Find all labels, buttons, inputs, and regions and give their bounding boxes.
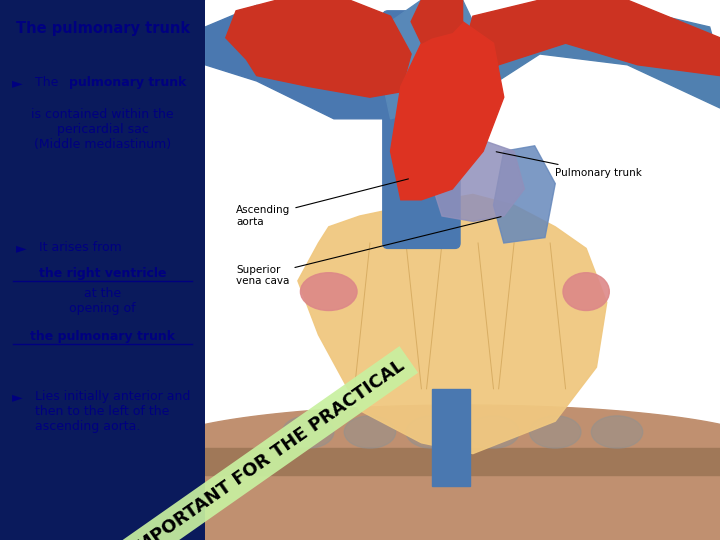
Text: pulmonary trunk: pulmonary trunk <box>69 76 186 89</box>
Ellipse shape <box>428 0 456 6</box>
Ellipse shape <box>428 48 456 55</box>
Ellipse shape <box>344 416 396 448</box>
Ellipse shape <box>591 416 643 448</box>
Polygon shape <box>205 5 401 119</box>
Polygon shape <box>298 194 607 454</box>
Polygon shape <box>154 405 720 540</box>
Polygon shape <box>457 5 720 108</box>
Ellipse shape <box>529 416 581 448</box>
Text: The: The <box>35 76 63 89</box>
Ellipse shape <box>428 87 456 93</box>
Text: Ascending
aorta: Ascending aorta <box>236 179 408 227</box>
Ellipse shape <box>428 38 456 45</box>
Polygon shape <box>226 0 411 97</box>
Ellipse shape <box>468 416 519 448</box>
Text: Superior
vena cava: Superior vena cava <box>236 217 501 286</box>
Ellipse shape <box>428 77 456 84</box>
FancyBboxPatch shape <box>383 11 460 248</box>
Polygon shape <box>380 0 473 119</box>
Text: is contained within the
pericardial sac
(Middle mediastinum): is contained within the pericardial sac … <box>31 107 174 151</box>
Text: Pulmonary trunk: Pulmonary trunk <box>496 152 642 178</box>
Polygon shape <box>411 0 462 43</box>
Ellipse shape <box>282 416 334 448</box>
Ellipse shape <box>300 273 357 310</box>
Text: The pulmonary trunk: The pulmonary trunk <box>16 21 189 36</box>
Ellipse shape <box>406 416 457 448</box>
Polygon shape <box>205 448 720 475</box>
Polygon shape <box>390 22 504 200</box>
Text: the right ventricle: the right ventricle <box>39 267 166 280</box>
Text: at the
opening of: at the opening of <box>69 287 136 315</box>
Text: ►: ► <box>15 241 26 255</box>
Polygon shape <box>462 0 720 92</box>
Text: It arises from: It arises from <box>39 241 122 254</box>
Ellipse shape <box>563 273 609 310</box>
Ellipse shape <box>428 68 456 74</box>
Text: ►: ► <box>12 390 22 404</box>
Polygon shape <box>432 140 524 221</box>
Bar <box>432 389 470 486</box>
Text: the pulmonary trunk: the pulmonary trunk <box>30 330 175 343</box>
Ellipse shape <box>428 58 456 64</box>
Ellipse shape <box>428 19 456 25</box>
Polygon shape <box>493 146 555 243</box>
Bar <box>205 448 720 540</box>
Ellipse shape <box>428 29 456 35</box>
Text: ►: ► <box>12 76 22 90</box>
Ellipse shape <box>428 9 456 16</box>
Text: Lies initially anterior and
then to the left of the
ascending aorta.: Lies initially anterior and then to the … <box>35 390 191 433</box>
Text: IMPORTANT FOR THE PRACTICAL: IMPORTANT FOR THE PRACTICAL <box>128 356 408 540</box>
